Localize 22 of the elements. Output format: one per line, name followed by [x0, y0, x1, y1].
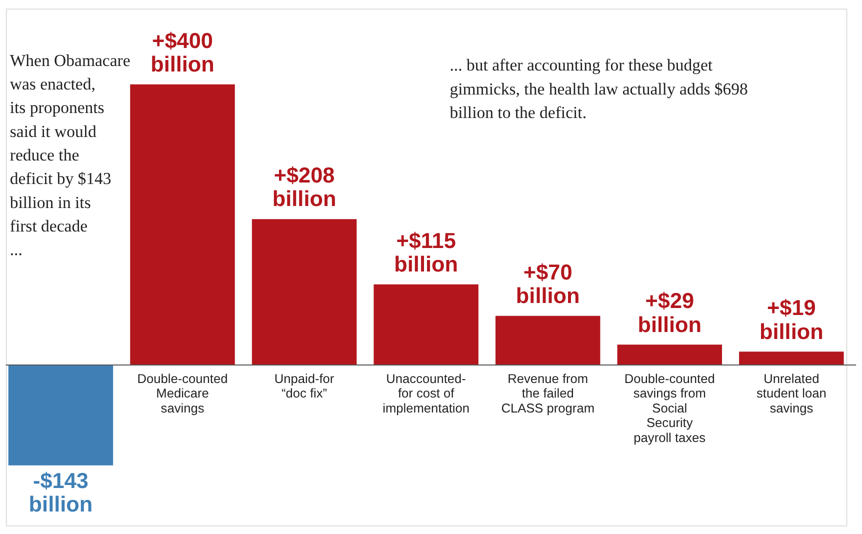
x-tick-label: Revenue from the failed CLASS program: [501, 370, 594, 416]
bar: [617, 344, 722, 366]
bar: [8, 365, 114, 466]
bar: [495, 316, 600, 366]
text: When Obamacare was enacted, its proponents said it would reduce the deficit by $143 billion in its first decade ...: [10, 50, 130, 260]
data-label: +$70 billion: [516, 259, 580, 308]
data-label: +$29 billion: [638, 288, 702, 337]
bar: [739, 352, 844, 366]
bar: [252, 219, 357, 366]
x-tick-label: Unpaid-for “doc fix”: [274, 370, 335, 401]
data-label: -$143 billion: [28, 468, 93, 517]
data-label: +$115 billion: [394, 228, 458, 277]
x-tick-label: Unaccounted-for cost of implementation: [382, 370, 470, 416]
annotation: ... but after accounting for these budget gimmicks, the health law actually adds $698 billion to the deficit.: [450, 56, 748, 122]
x-tick-label: Double-counted savings from Social Security payroll taxes: [624, 370, 715, 445]
bar: [374, 284, 478, 366]
data-label: +$208 billion: [272, 162, 336, 212]
data-label: +$19 billion: [759, 295, 824, 344]
x-tick-label: Unrelated student loan savings: [756, 370, 826, 416]
bar: [130, 84, 235, 366]
x-tick-label: Double-counted Medicare savings: [137, 370, 228, 416]
data-label: +$400 billion: [150, 28, 214, 77]
